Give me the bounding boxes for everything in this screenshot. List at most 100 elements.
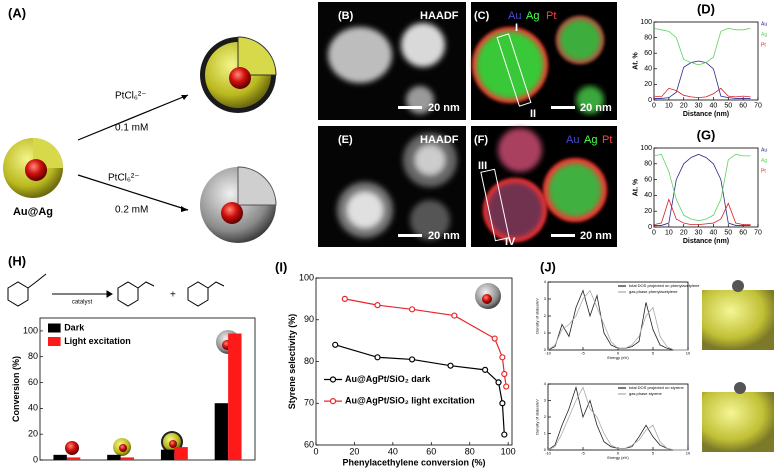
x-axis-label: Distance (nm) bbox=[683, 111, 729, 118]
legend-label: Light excitation bbox=[64, 336, 131, 346]
point bbox=[374, 302, 381, 309]
panel-label: (J) bbox=[540, 259, 556, 274]
point bbox=[332, 341, 339, 348]
au-core bbox=[229, 67, 251, 89]
reagent: PtCl₆²⁻ bbox=[108, 173, 140, 184]
arrowhead bbox=[181, 206, 188, 212]
y-tick-label: 80 bbox=[644, 161, 652, 168]
y-tick-label: 100 bbox=[640, 19, 652, 26]
point bbox=[491, 335, 498, 342]
x-tick-label: 0 bbox=[617, 450, 620, 455]
x-tick-label: 5 bbox=[652, 450, 655, 455]
y-tick-label: 80 bbox=[304, 356, 314, 366]
series-line bbox=[547, 289, 688, 351]
element-au: Au bbox=[566, 134, 579, 146]
x-tick-label: 100 bbox=[501, 447, 516, 457]
x-tick-label: 80 bbox=[465, 447, 475, 457]
x-tick-label: 70 bbox=[754, 102, 762, 109]
x-tick-label: 40 bbox=[710, 229, 718, 236]
x-tick-label: 0 bbox=[313, 447, 318, 457]
x-tick-label: 60 bbox=[739, 102, 747, 109]
legend-swatch bbox=[48, 323, 61, 333]
point bbox=[408, 306, 416, 313]
y-axis-label: Density of states/eV bbox=[535, 399, 540, 435]
plot-frame bbox=[653, 147, 759, 228]
y-tick-label: 2 bbox=[544, 414, 547, 419]
scale-label: 20 nm bbox=[428, 230, 460, 242]
panel-a: (A) Au@Ag PtCl₆²⁻ 0.1 mM PtCl₆²⁻ 0.2 mM bbox=[3, 5, 277, 243]
scale-bar bbox=[398, 106, 422, 109]
image-tag: HAADF bbox=[420, 10, 459, 22]
scale-bar bbox=[551, 234, 575, 237]
x-tick-label: 20 bbox=[349, 447, 359, 457]
x-tick-label: 20 bbox=[680, 102, 688, 109]
x-tick-label: 30 bbox=[695, 229, 703, 236]
y-tick-label: 100 bbox=[299, 272, 314, 282]
point bbox=[501, 370, 508, 378]
image-label: (C) bbox=[474, 10, 490, 22]
image-tag: HAADF bbox=[420, 134, 459, 146]
icon bbox=[482, 294, 492, 304]
x-tick-label: -5 bbox=[581, 450, 585, 455]
legend-label: total DOS projected on phenylacetylene bbox=[629, 283, 700, 288]
y-tick-label: 0 bbox=[648, 97, 652, 104]
scale-label: 20 nm bbox=[580, 102, 612, 114]
legend-label: Au@AgPt/SiO₂ dark bbox=[345, 374, 431, 384]
y-tick-label: 4 bbox=[544, 279, 547, 284]
bar bbox=[214, 403, 229, 460]
y-axis-label: At. % bbox=[633, 51, 640, 69]
category-icons bbox=[65, 330, 240, 456]
legend-label: total DOS projected on styrene bbox=[629, 385, 684, 390]
particles bbox=[472, 16, 604, 114]
panel-label: (G) bbox=[697, 127, 716, 142]
plot-frame bbox=[653, 21, 759, 101]
au-core bbox=[221, 202, 243, 224]
y-tick-label: 40 bbox=[644, 66, 652, 73]
x-axis-label: Phenylacethylene conversion (%) bbox=[342, 457, 485, 467]
y-tick-label: 40 bbox=[28, 403, 38, 413]
bar bbox=[66, 457, 81, 460]
point bbox=[451, 312, 458, 319]
panel-label: (I) bbox=[275, 259, 287, 274]
scale-bar bbox=[551, 106, 575, 109]
line-start: I bbox=[515, 22, 518, 34]
cut bbox=[237, 166, 277, 206]
series-line bbox=[653, 27, 751, 66]
y-tick-label: 60 bbox=[644, 50, 652, 57]
y-tick-label: 20 bbox=[644, 81, 652, 88]
x-tick-label: 10 bbox=[686, 350, 691, 355]
x-tick-label: 60 bbox=[426, 447, 436, 457]
scale-bar bbox=[398, 234, 422, 237]
y-tick-label: 0 bbox=[544, 347, 547, 352]
cut bbox=[237, 36, 277, 76]
image-label: (F) bbox=[474, 134, 488, 146]
plus: + bbox=[170, 290, 176, 301]
y-tick-label: 0 bbox=[33, 454, 38, 464]
series-line bbox=[653, 153, 751, 222]
reaction-scheme bbox=[7, 273, 225, 307]
y-axis-label: Density of states/eV bbox=[535, 298, 540, 334]
arrowhead bbox=[181, 95, 188, 100]
x-tick-label: 50 bbox=[724, 229, 732, 236]
point bbox=[501, 431, 508, 438]
image-label: (B) bbox=[338, 10, 354, 22]
x-axis-label: Distance (nm) bbox=[683, 238, 729, 245]
point bbox=[499, 400, 506, 407]
x-axis-label: Energy (eV) bbox=[607, 455, 629, 460]
legend-label: Pt bbox=[761, 42, 766, 48]
x-tick-label: 30 bbox=[695, 102, 703, 109]
y-tick-label: 80 bbox=[28, 351, 38, 361]
series-line bbox=[547, 386, 688, 451]
y-tick-label: 60 bbox=[28, 377, 38, 387]
x-tick-label: -10 bbox=[545, 350, 552, 355]
x-tick-label: -5 bbox=[581, 350, 585, 355]
x-tick-label: 20 bbox=[680, 229, 688, 236]
y-tick-label: 60 bbox=[304, 439, 314, 449]
x-tick-label: 70 bbox=[754, 229, 762, 236]
x-tick-label: -10 bbox=[545, 450, 552, 455]
particles bbox=[328, 23, 445, 114]
y-axis-label: At. % bbox=[633, 178, 640, 196]
series-line bbox=[335, 344, 505, 435]
point bbox=[374, 354, 381, 361]
x-tick-label: 5 bbox=[652, 350, 655, 355]
